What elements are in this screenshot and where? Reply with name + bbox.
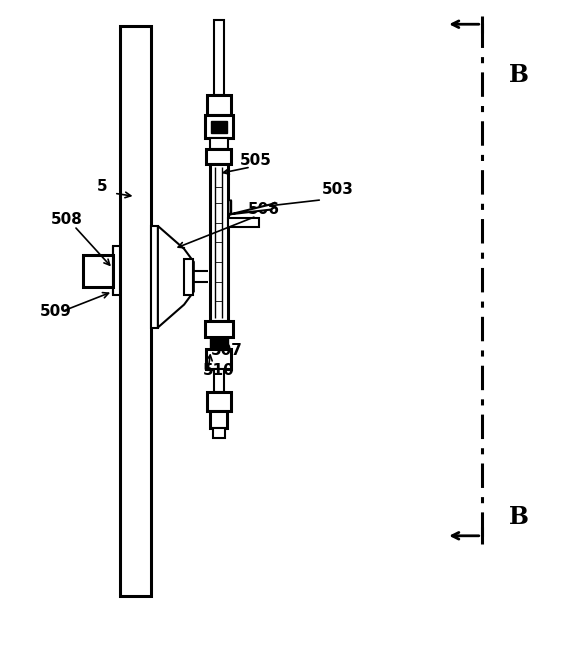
Bar [211, 121, 227, 133]
Bar [206, 349, 231, 369]
Bar [205, 321, 233, 337]
Bar [205, 115, 233, 138]
Polygon shape [231, 200, 275, 214]
Bar [206, 149, 231, 164]
Bar [120, 26, 151, 596]
Text: 507: 507 [211, 343, 243, 358]
Bar [151, 226, 158, 328]
Text: 503: 503 [322, 183, 354, 197]
Bar [214, 20, 224, 95]
Polygon shape [158, 226, 194, 328]
Bar [207, 392, 231, 411]
Text: 5: 5 [97, 179, 108, 194]
Text: 505: 505 [239, 153, 271, 168]
Bar [83, 255, 113, 287]
Text: B: B [509, 64, 528, 87]
Bar [210, 411, 227, 428]
Text: 510: 510 [202, 363, 234, 377]
Text: 508: 508 [51, 212, 83, 227]
Bar [184, 259, 193, 295]
Bar [210, 337, 228, 349]
Bar [228, 218, 259, 227]
Bar [213, 428, 225, 438]
Text: B: B [509, 506, 528, 529]
Bar [207, 95, 231, 115]
Bar [210, 164, 228, 321]
Bar [228, 200, 231, 213]
Text: 509: 509 [40, 304, 72, 318]
Bar [113, 246, 120, 295]
Text: 506: 506 [248, 202, 280, 217]
Bar [210, 138, 228, 149]
Bar [214, 369, 224, 392]
